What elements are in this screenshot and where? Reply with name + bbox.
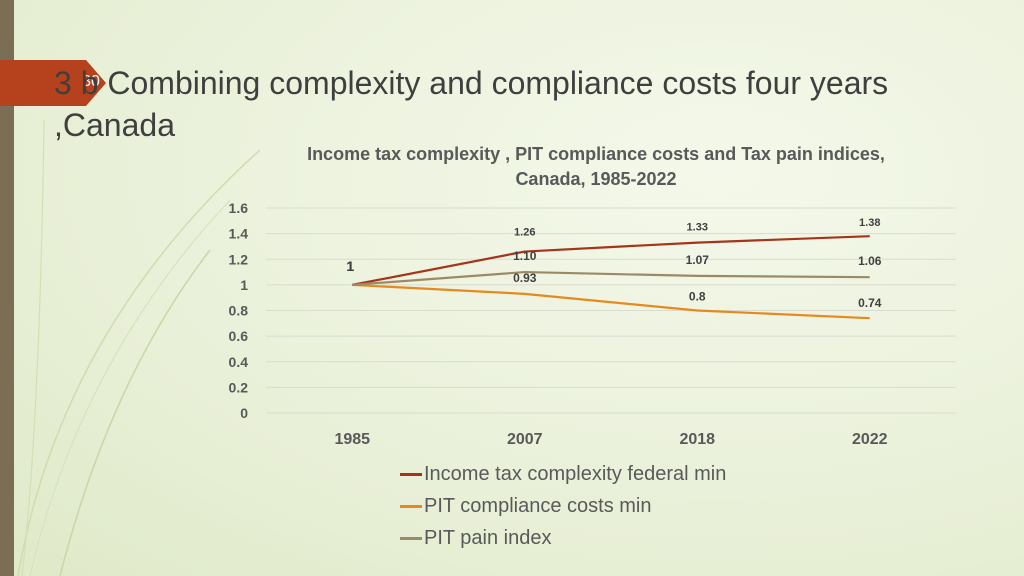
slide-title: 3 b Combining complexity and compliance … (54, 65, 889, 143)
y-tick-label: 1.4 (229, 226, 249, 242)
legend-label: Income tax complexity federal min (424, 462, 727, 485)
legend-label: PIT pain index (424, 526, 552, 549)
data-label: 1 (346, 258, 354, 274)
y-tick-label: 0.6 (229, 328, 249, 344)
data-label: 1.06 (858, 254, 882, 268)
y-tick-label: 1.6 (229, 200, 249, 216)
data-label: 1.38 (859, 217, 880, 229)
legend-item: PIT pain index (400, 522, 726, 554)
slide-number-tab (0, 60, 106, 106)
legend-item: PIT compliance costs min (400, 490, 726, 522)
x-tick-label: 1985 (334, 431, 370, 448)
data-label: 1.33 (687, 222, 708, 234)
series-line-2 (352, 283, 870, 320)
y-tick-label: 0.4 (229, 354, 249, 370)
legend-item: Income tax complexity federal min (400, 458, 726, 490)
y-tick-label: 0.8 (229, 303, 249, 319)
data-label: 1.07 (686, 253, 710, 267)
left-accent-bar (0, 0, 14, 576)
legend-label: PIT compliance costs min (424, 494, 652, 517)
chart-legend: Income tax complexity federal min PIT com… (400, 458, 726, 554)
y-tick-label: 0 (240, 405, 248, 421)
data-label: 1.26 (514, 227, 535, 239)
data-label: 0.93 (513, 271, 537, 285)
series-line-3 (352, 270, 870, 286)
slide-number: 30 (82, 73, 100, 90)
x-tick-label: 2018 (679, 431, 715, 448)
x-tick-label: 2007 (507, 431, 543, 448)
x-tick-label: 2022 (852, 431, 888, 448)
legend-swatch (400, 504, 422, 508)
data-label: 0.74 (858, 296, 882, 310)
data-label: 0.8 (689, 290, 706, 304)
series-line-1 (352, 235, 870, 286)
data-label: 1 (346, 258, 354, 274)
y-tick-label: 1 (240, 277, 248, 293)
y-tick-label: 1.2 (229, 251, 249, 267)
y-tick-label: 0.2 (229, 379, 249, 395)
legend-swatch (400, 536, 422, 540)
legend-swatch (400, 472, 422, 476)
chart-title: Income tax complexity , PIT compliance c… (307, 144, 885, 189)
decorative-curves (17, 119, 260, 576)
data-label: 1.10 (513, 249, 537, 263)
